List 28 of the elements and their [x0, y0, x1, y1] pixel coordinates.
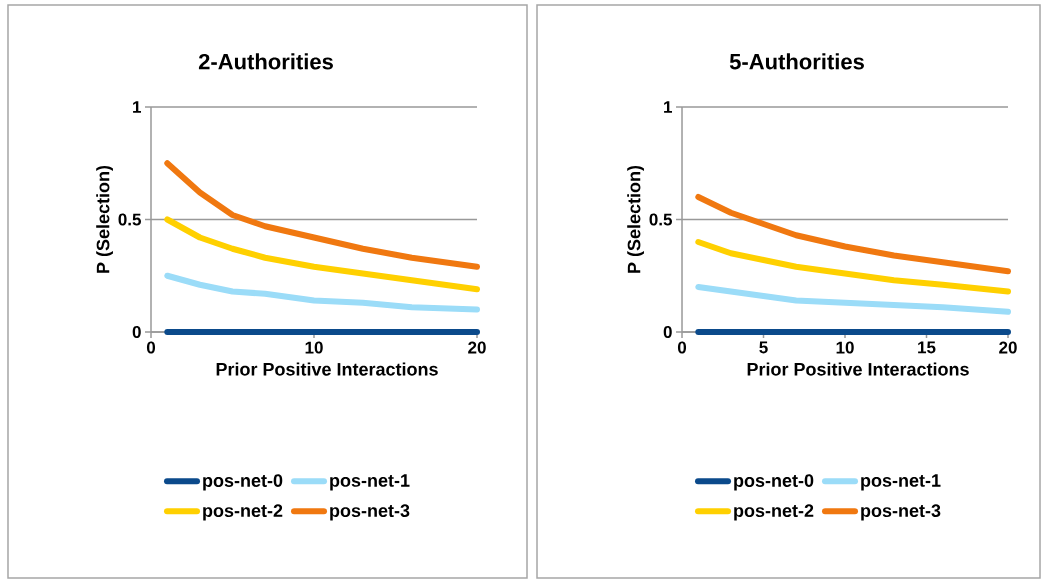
legend-label: pos-net-2 — [203, 504, 283, 521]
legend-label: pos-net-0 — [203, 474, 283, 491]
y-tick-label: 0.5 — [118, 213, 141, 226]
legend-label: pos-net-3 — [330, 504, 410, 521]
y-tick-label: 1 — [133, 101, 141, 113]
x-axis-title: Prior Positive Interactions — [747, 362, 969, 376]
legend-label: pos-net-1 — [861, 474, 941, 491]
y-axis-title: P (Selection) — [627, 165, 644, 273]
y-tick-label: 1 — [664, 101, 673, 113]
legend-label: pos-net-3 — [861, 504, 941, 521]
chart-title: 5-Authorities — [729, 53, 864, 70]
y-tick-label: 0.5 — [649, 213, 673, 226]
x-tick-label: 20 — [468, 341, 486, 354]
x-tick-label: 0 — [677, 341, 687, 354]
x-tick-label: 10 — [836, 341, 854, 354]
y-tick-label: 0 — [132, 325, 141, 339]
chart-title: 2-Authorities — [198, 53, 333, 70]
y-tick-label: 0 — [663, 325, 672, 339]
x-tick-label: 5 — [759, 341, 768, 354]
legend-label: pos-net-2 — [734, 504, 814, 521]
x-tick-label: 10 — [305, 341, 323, 354]
legend-label: pos-net-1 — [330, 474, 410, 491]
x-axis-title: Prior Positive Interactions — [216, 362, 438, 376]
x-tick-label: 15 — [918, 341, 936, 354]
x-tick-label: 0 — [146, 341, 156, 354]
legend-label: pos-net-0 — [734, 474, 814, 491]
y-axis-title: P (Selection) — [96, 165, 113, 273]
x-tick-label: 20 — [999, 341, 1017, 354]
